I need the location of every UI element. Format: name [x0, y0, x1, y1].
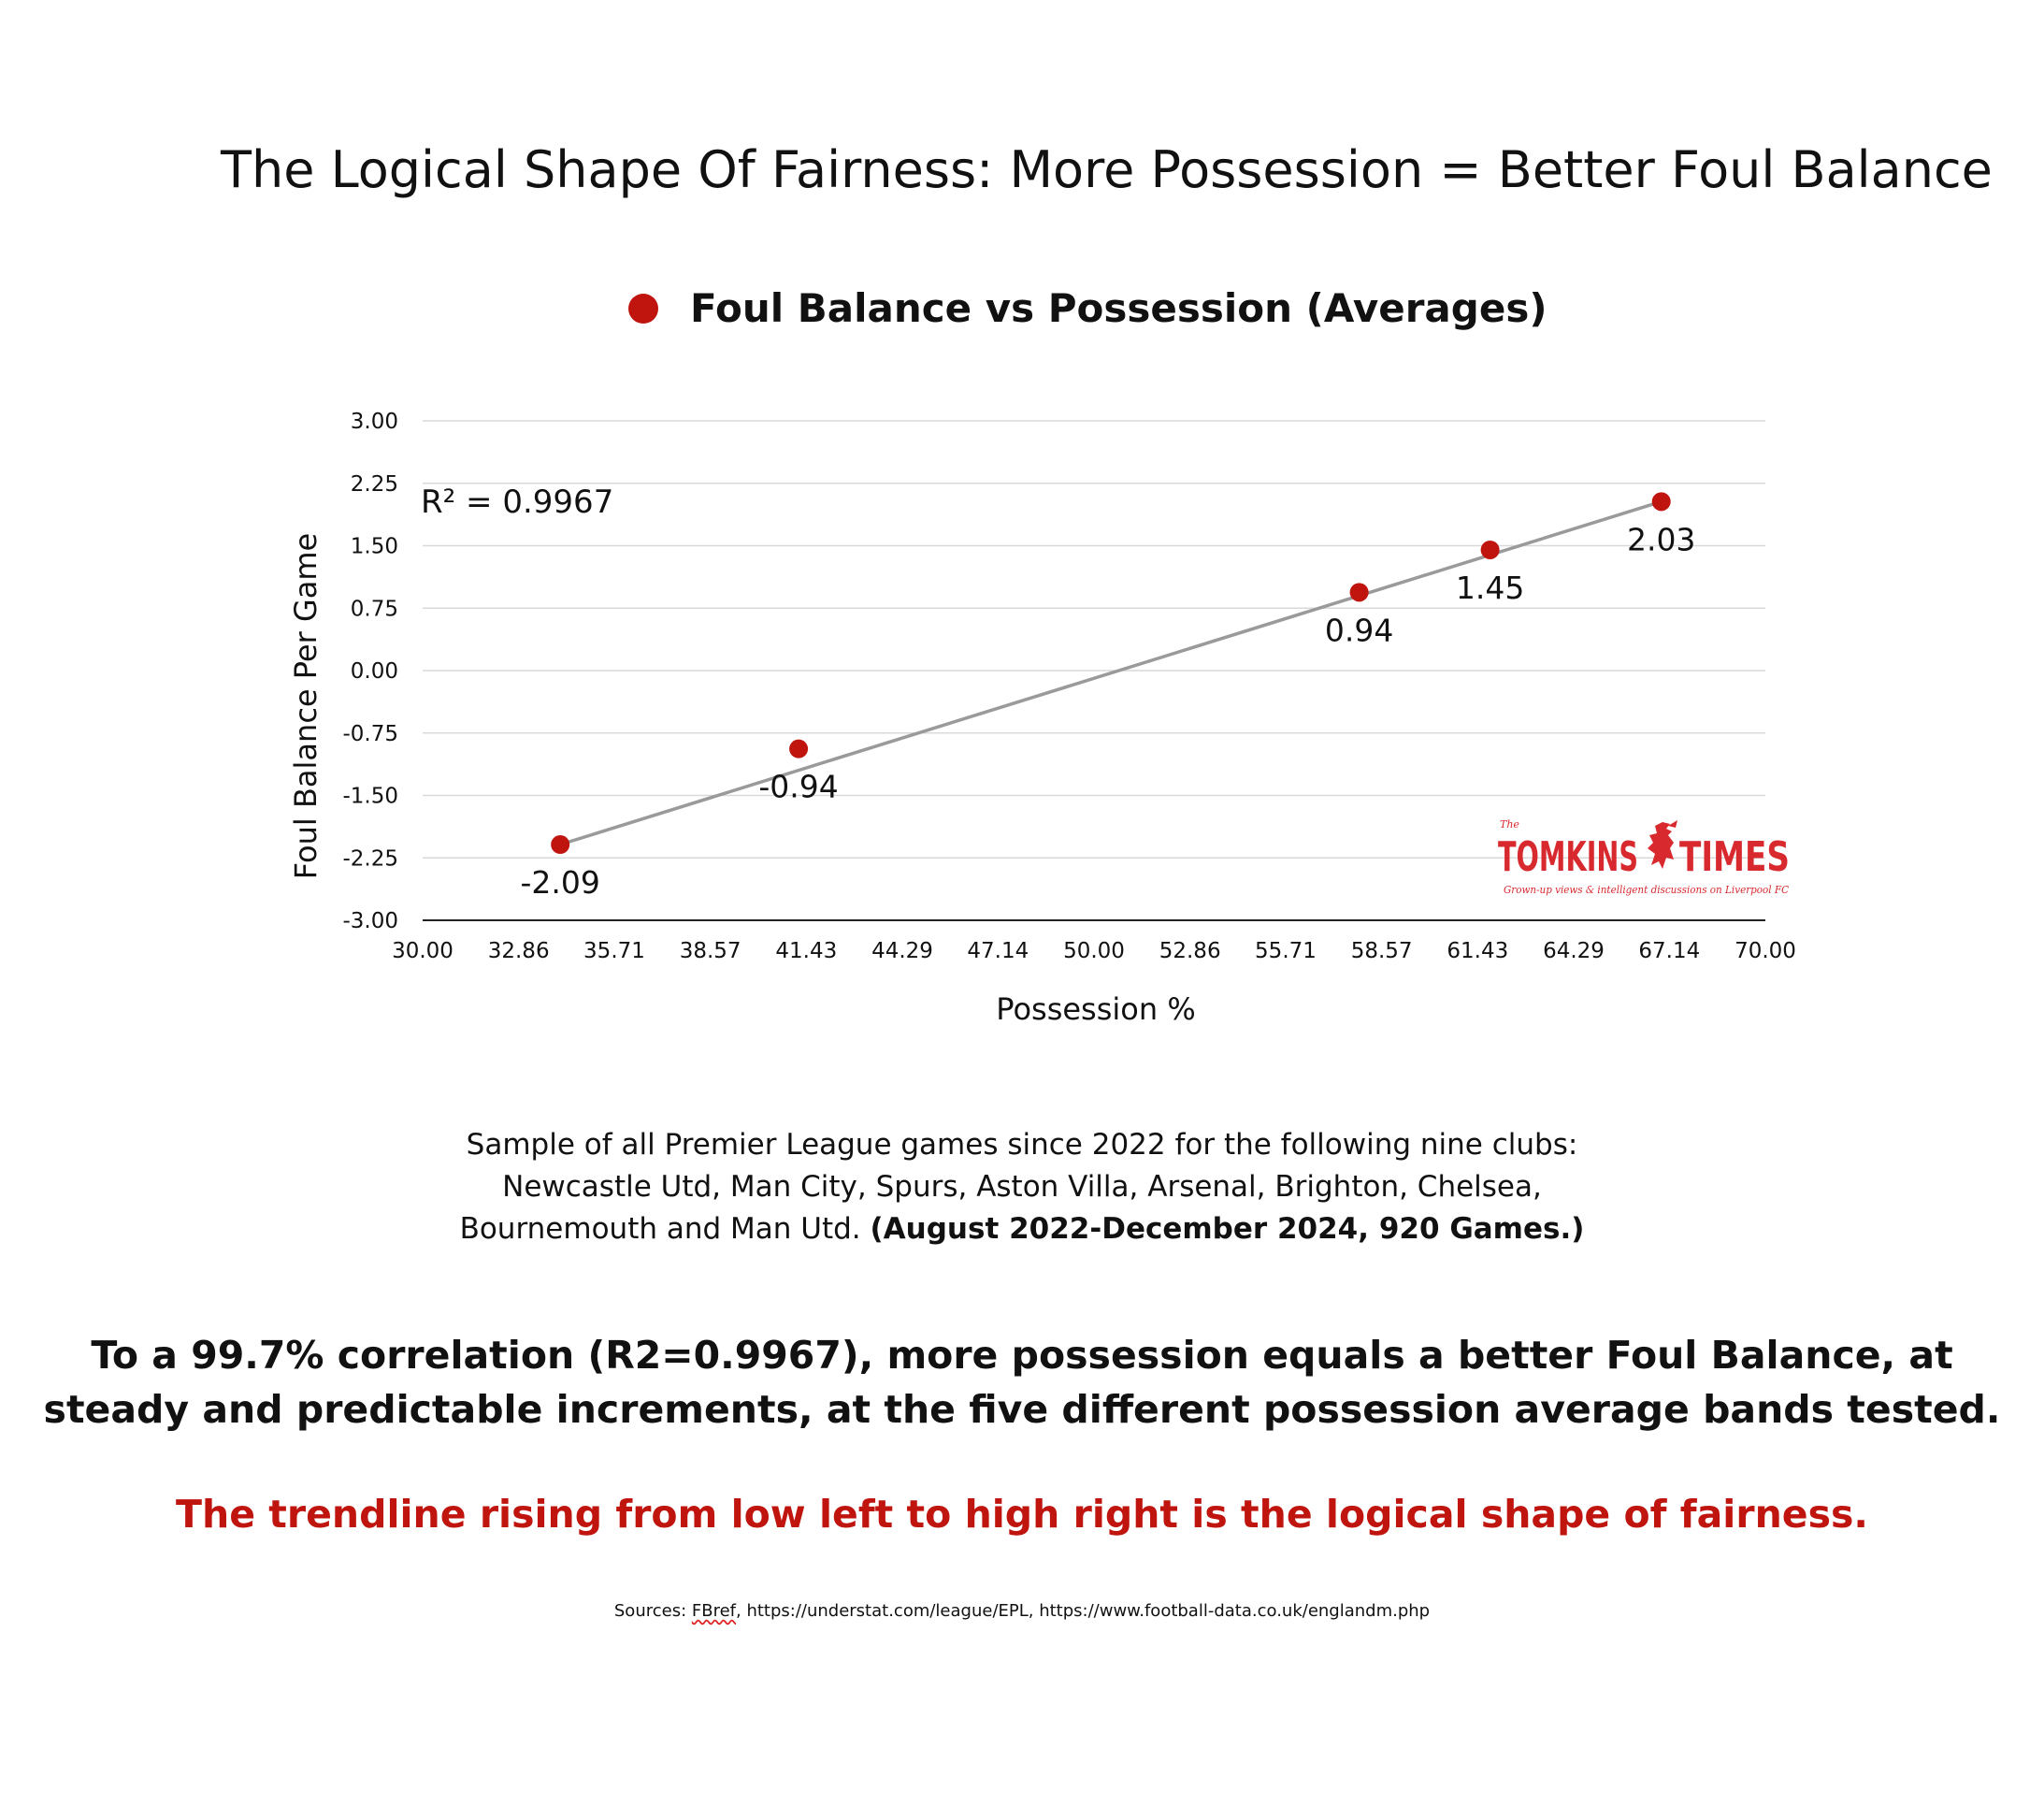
grid-lines [423, 420, 1765, 859]
sample-period: (August 2022-December 2024, 920 Games.) [870, 1212, 1585, 1246]
logo-word-tomkins: TOMKINS [1498, 833, 1638, 881]
sources-fbref: FBref [691, 1601, 736, 1621]
conclusion-line-2: steady and predictable increments, at th… [43, 1387, 2001, 1432]
axes: 3.00 2.25 1.50 0.75 0.00 -0.75 -1.50 -2.25 -3.00… [342, 410, 1795, 963]
data-label: -2.09 [520, 864, 599, 901]
scatter-chart: 3.00 2.25 1.50 0.75 0.00 -0.75 -1.50 -2.25 -3.00… [288, 410, 1796, 1027]
x-tick-label: 32.86 [488, 939, 550, 963]
sources-line: Sources: FBref, https://understat.com/le… [0, 1601, 2044, 1621]
y-tick-label: 1.50 [351, 535, 398, 559]
trendline [559, 499, 1663, 846]
data-point [1349, 583, 1369, 602]
x-tick-label: 70.00 [1735, 939, 1796, 963]
chart-legend: Foul Balance vs Possession (Averages) [628, 285, 1547, 331]
x-tick-label: 44.29 [871, 939, 933, 963]
sources-prefix: Sources: [613, 1601, 692, 1621]
logo-tagline: Grown-up views & intelligent discussions… [1504, 884, 1790, 896]
data-points: -2.09 -0.94 0.94 1.45 2.03 [520, 492, 1695, 901]
shape-statement: The trendline rising from low left to hi… [176, 1492, 1868, 1537]
data-point [551, 835, 570, 855]
data-label: 1.45 [1456, 570, 1524, 606]
x-tick-label: 38.57 [680, 939, 741, 963]
sample-line-1: Sample of all Premier League games since… [466, 1128, 1578, 1162]
x-tick-label: 35.71 [583, 939, 645, 963]
y-tick-label: -2.25 [342, 846, 398, 871]
x-tick-label: 55.71 [1255, 939, 1317, 963]
legend-marker [628, 293, 658, 324]
y-tick-label: -0.75 [342, 722, 398, 746]
x-tick-label: 41.43 [775, 939, 837, 963]
trendline-group [559, 499, 1663, 846]
y-axis-title: Foul Balance Per Game [288, 533, 324, 879]
data-label: -0.94 [758, 769, 838, 805]
page-title: The Logical Shape Of Fairness: More Poss… [221, 140, 1993, 199]
data-point [789, 739, 809, 758]
logo-the: The [1500, 818, 1519, 831]
data-point [1480, 540, 1500, 559]
tomkins-times-logo: The TOMKINS TIMES Grown-up views & intel… [1498, 818, 1790, 896]
sample-description: Sample of all Premier League games since… [0, 1124, 2044, 1250]
x-axis-title: Possession % [996, 991, 1195, 1027]
y-tick-label: 0.00 [351, 659, 398, 684]
y-tick-label: -1.50 [342, 785, 398, 809]
x-tick-label: 47.14 [967, 939, 1029, 963]
x-tick-label: 58.57 [1351, 939, 1413, 963]
sample-line-2: Newcastle Utd, Man City, Spurs, Aston Vi… [502, 1170, 1542, 1204]
x-tick-label: 61.43 [1447, 939, 1508, 963]
conclusion-text: To a 99.7% correlation (R2=0.9967), more… [0, 1328, 2044, 1437]
liverbird-icon [1648, 820, 1677, 869]
sample-line-3: Bournemouth and Man Utd. (August 2022-De… [0, 1208, 2044, 1250]
data-point [1651, 492, 1671, 512]
conclusion-line-1: To a 99.7% correlation (R2=0.9967), more… [91, 1333, 1953, 1378]
data-label: 2.03 [1627, 521, 1695, 557]
sample-line-3-text: Bournemouth and Man Utd. [459, 1212, 861, 1246]
y-tick-label: 3.00 [351, 410, 398, 434]
x-tick-label: 64.29 [1543, 939, 1605, 963]
sources-rest: , https://understat.com/league/EPL, http… [736, 1601, 1431, 1621]
x-tick-label: 67.14 [1638, 939, 1700, 963]
r-squared-annotation: R² = 0.9967 [421, 484, 613, 521]
x-tick-label: 30.00 [392, 939, 453, 963]
data-label: 0.94 [1325, 612, 1393, 648]
x-tick-label: 52.86 [1159, 939, 1221, 963]
x-tick-label: 50.00 [1063, 939, 1125, 963]
y-tick-label: 0.75 [351, 597, 398, 621]
logo-word-times: TIMES [1679, 833, 1790, 881]
y-tick-label: -3.00 [342, 909, 398, 933]
y-tick-label: 2.25 [351, 472, 398, 497]
legend-label: Foul Balance vs Possession (Averages) [690, 285, 1547, 331]
